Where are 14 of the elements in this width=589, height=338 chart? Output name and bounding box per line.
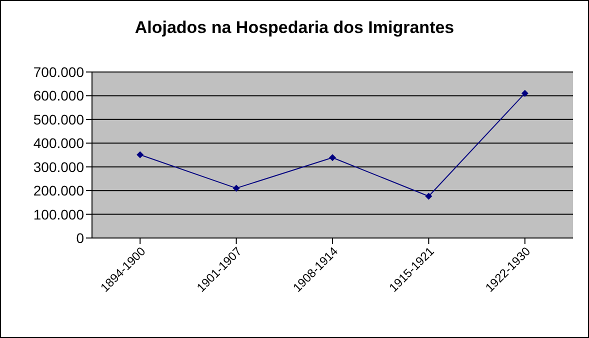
point xyxy=(521,90,528,97)
y-tick-label: 600.000 xyxy=(33,88,84,104)
y-tick-label: 300.000 xyxy=(33,158,84,175)
y-tick-label: 0 xyxy=(76,230,84,246)
y-tick-label: 700.000 xyxy=(33,64,84,80)
point xyxy=(425,192,432,200)
chart-title: Alojados na Hospedaria dos Imigrantes xyxy=(134,18,456,38)
point xyxy=(329,154,336,162)
point xyxy=(232,184,240,192)
y-tick-label: 500.000 xyxy=(33,111,84,128)
y-tick-label: 200.000 xyxy=(33,182,84,199)
y-tick-label: 400.000 xyxy=(33,135,84,152)
y-tick-label: 100.000 xyxy=(33,206,84,222)
point xyxy=(136,151,144,158)
